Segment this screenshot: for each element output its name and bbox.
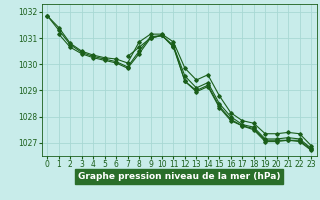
X-axis label: Graphe pression niveau de la mer (hPa): Graphe pression niveau de la mer (hPa)	[78, 172, 280, 181]
